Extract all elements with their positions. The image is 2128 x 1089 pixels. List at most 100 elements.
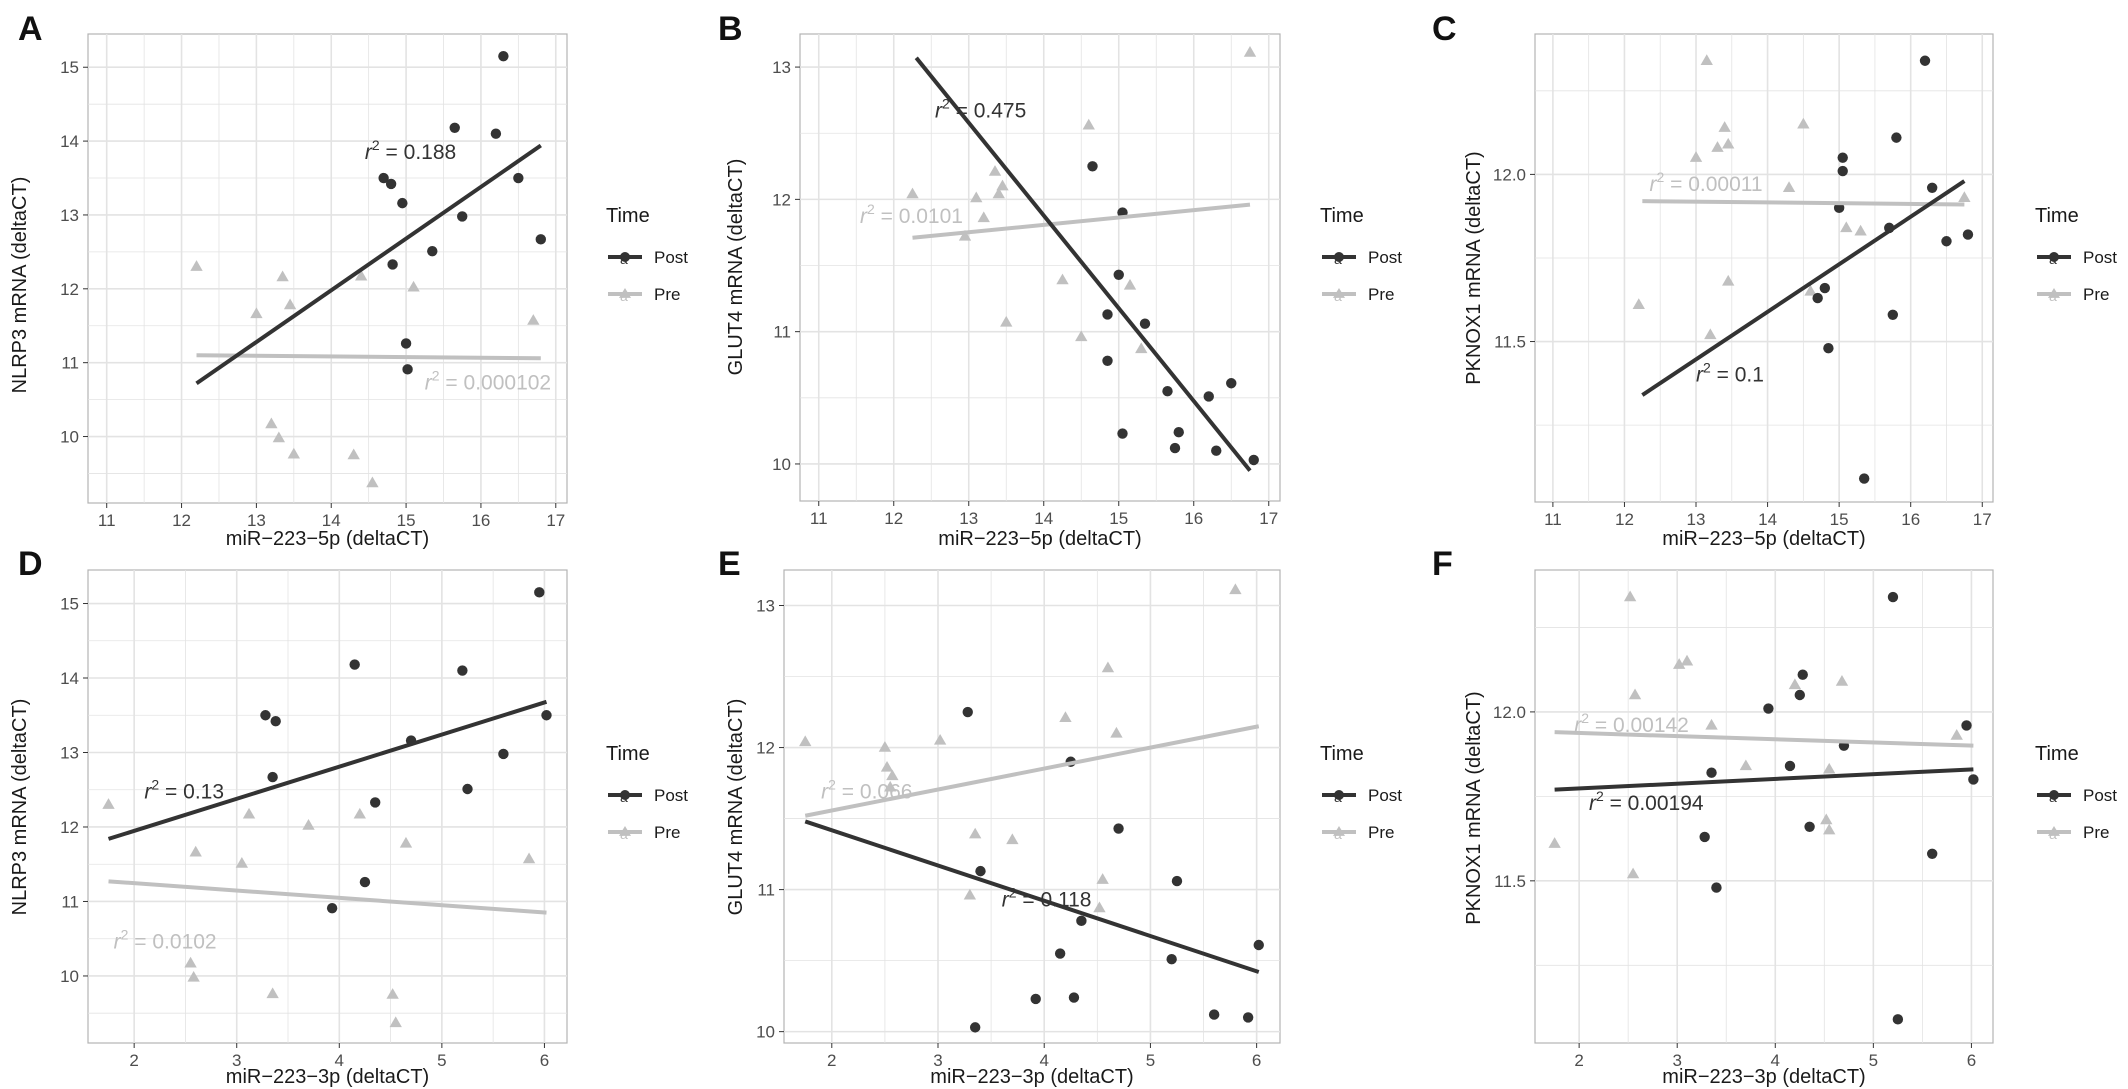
data-point (359, 876, 371, 888)
r2-annotation-pre: r2 = 0.0101 (860, 201, 963, 228)
data-point (962, 706, 973, 718)
x-tick-label: 3 (933, 1051, 942, 1070)
data-point (1113, 269, 1124, 280)
legend-key-marker (1334, 252, 1344, 262)
panel-c: C 11 12 13 14 15 16 17 11.5 12.0 miR−223−5p (delta… (1432, 10, 2117, 550)
r2-annotation-post: r2 = 0.00194 (1589, 788, 1704, 815)
r2-annotation-pre: r2 = 0.066 (821, 777, 912, 804)
data-point (389, 1016, 402, 1028)
data-point (347, 448, 360, 460)
data-point (1093, 901, 1106, 913)
x-tick-label: 17 (1973, 510, 1992, 529)
x-axis-title: miR−223−5p (deltaCT) (226, 528, 429, 550)
x-tick-label: 12 (884, 509, 903, 528)
data-point (407, 280, 420, 292)
data-point (1700, 54, 1713, 65)
data-point (1166, 953, 1177, 965)
data-point (1722, 137, 1735, 149)
legend-label: Post (2083, 786, 2117, 805)
data-point (1211, 445, 1222, 456)
legend-key-marker (2049, 790, 2059, 800)
data-point (1892, 1014, 1904, 1025)
data-point (1797, 117, 1810, 129)
y-tick-label: 11 (61, 354, 79, 373)
y-tick-label: 14 (60, 669, 79, 688)
series-post (260, 587, 552, 914)
legend-item-pre: a Pre (608, 823, 680, 842)
fit-line-pre (108, 879, 547, 915)
minor-gridlines (784, 570, 1280, 1043)
y-tick-label: 11 (773, 323, 791, 342)
legend-key-glyph: a (1334, 251, 1342, 267)
legend-key-marker (2048, 288, 2060, 298)
series-pre (906, 46, 1257, 354)
data-point (1173, 427, 1184, 438)
series-pre (1632, 54, 1971, 340)
data-point (1102, 355, 1113, 366)
data-point (1887, 591, 1899, 603)
legend: Time a Post a Pre (1320, 205, 1402, 304)
data-point (378, 172, 389, 184)
legend: Time a Post a Pre (1320, 743, 1402, 842)
legend-key-marker (2048, 826, 2060, 836)
data-point (1704, 328, 1717, 340)
data-point (449, 122, 460, 133)
x-tick-label: 14 (322, 511, 341, 530)
legend-label: Pre (654, 285, 680, 304)
y-tick-label: 11 (757, 881, 775, 900)
data-point (1950, 729, 1963, 740)
data-point (1056, 273, 1069, 285)
x-tick-label: 3 (232, 1051, 241, 1070)
data-point (1699, 831, 1710, 843)
r2-annotation-post: r2 = 0.118 (1002, 885, 1092, 912)
legend-key-marker (1333, 288, 1345, 298)
data-point (402, 364, 413, 375)
data-point (1243, 46, 1257, 57)
data-point (1626, 867, 1640, 879)
legend-label: Pre (1368, 823, 1394, 842)
panel-letter: E (718, 545, 741, 583)
y-tick-label: 12 (60, 280, 79, 299)
data-point (1804, 821, 1815, 832)
data-point (1135, 342, 1148, 354)
minor-gridlines (1535, 34, 1993, 502)
plot-area (1534, 33, 1994, 503)
series-pre (102, 798, 536, 1028)
minor-gridlines (88, 570, 567, 1043)
data-point (958, 229, 972, 241)
data-point (1102, 309, 1113, 320)
data-point (527, 314, 540, 325)
fit-line-pre (1642, 199, 1965, 207)
legend-key-glyph: a (620, 251, 628, 267)
x-axis-title: miR−223−3p (deltaCT) (930, 1066, 1133, 1088)
legend-key-marker (619, 826, 631, 836)
x-tick-label: 6 (1252, 1051, 1261, 1070)
data-point (427, 245, 438, 257)
legend-key-glyph: a (2049, 288, 2057, 304)
data-point (1689, 151, 1703, 162)
data-point (1961, 720, 1972, 731)
data-point (1248, 454, 1259, 466)
panel-e: E 2 3 4 5 6 10 11 12 13 miR−223−3p (deltaCT) GLUT4 … (718, 545, 1402, 1088)
fit-line-post (1554, 767, 1974, 792)
data-point (970, 191, 983, 203)
legend-title: Time (1320, 205, 1364, 227)
data-point (387, 259, 398, 270)
legend-title: Time (606, 205, 650, 227)
data-point (996, 179, 1009, 191)
y-tick-label: 15 (60, 595, 79, 614)
y-tick-label: 14 (60, 132, 79, 151)
data-point (1226, 378, 1237, 389)
fit-line-post (107, 699, 548, 841)
data-point (270, 716, 281, 727)
r2-annotation-post: r2 = 0.188 (365, 137, 456, 164)
data-point (1169, 442, 1181, 454)
legend-item-post: a Post (2037, 786, 2117, 805)
data-point (102, 798, 115, 809)
data-point (498, 748, 509, 760)
y-axis-title: PKNOX1 mRNA (deltaCT) (1463, 151, 1485, 384)
x-tick-label: 17 (1259, 509, 1278, 528)
data-point (1030, 993, 1041, 1005)
r2-annotation-pre: r2 = 0.000102 (425, 367, 551, 394)
